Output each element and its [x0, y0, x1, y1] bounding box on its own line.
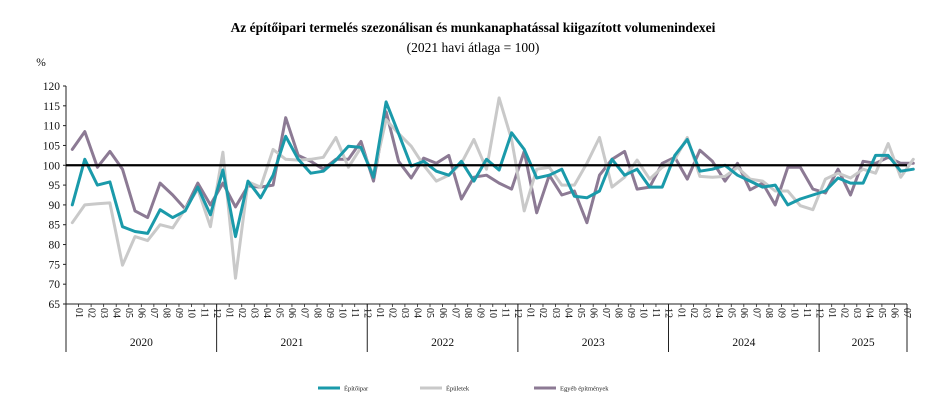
x-month-label: 02	[387, 308, 398, 318]
x-month-label: 05	[575, 308, 586, 318]
series-line	[70, 96, 915, 280]
x-month-label: 03	[399, 308, 410, 318]
y-tick-label: 90	[49, 200, 61, 212]
x-month-label: 08	[311, 308, 322, 318]
x-month-label: 02	[85, 308, 96, 318]
x-month-label: 01	[826, 308, 837, 318]
x-month-label: 08	[161, 308, 172, 318]
x-month-label: 01	[675, 308, 686, 318]
x-month-label: 09	[324, 308, 335, 318]
x-month-label: 01	[223, 308, 234, 318]
x-year-label: 2024	[732, 337, 755, 349]
x-month-label: 05	[725, 308, 736, 318]
x-month-label: 05	[876, 308, 887, 318]
y-tick-label: 115	[43, 101, 60, 113]
x-month-label: 11	[500, 308, 511, 318]
y-tick-label: 70	[49, 279, 61, 291]
x-year-label: 2023	[582, 337, 605, 349]
x-month-label: 06	[738, 308, 749, 318]
x-month-label: 04	[261, 308, 272, 318]
x-month-label: 06	[437, 308, 448, 318]
y-axis-unit: %	[36, 57, 46, 69]
x-month-label: 04	[110, 308, 121, 318]
x-month-label: 10	[186, 308, 197, 318]
x-month-label: 04	[713, 308, 724, 318]
y-tick-label: 80	[49, 240, 61, 252]
x-month-label: 05	[274, 308, 285, 318]
x-month-label: 11	[198, 308, 209, 318]
legend-label: Egyéb építmények	[560, 386, 609, 393]
x-year-label: 2021	[280, 337, 303, 349]
x-month-label: 03	[851, 308, 862, 318]
series-line	[70, 110, 915, 225]
y-tick-label: 110	[43, 121, 60, 133]
x-month-label: 04	[562, 308, 573, 318]
x-month-label: 08	[462, 308, 473, 318]
x-month-label: 05	[424, 308, 435, 318]
x-month-label: 07	[299, 308, 310, 318]
x-month-label: 11	[349, 308, 360, 318]
y-tick-label: 120	[43, 81, 61, 93]
legend-label: Építőipar	[344, 385, 369, 393]
x-month-label: 09	[173, 308, 184, 318]
x-month-label: 07	[148, 308, 159, 318]
x-month-label: 11	[650, 308, 661, 318]
y-tick-label: 105	[43, 140, 61, 152]
x-year-label: 2020	[130, 337, 153, 349]
legend: Építőipar Épületek Egyéb építmények	[318, 385, 609, 393]
x-month-label: 02	[537, 308, 548, 318]
x-month-label: 09	[625, 308, 636, 318]
y-tick-label: 85	[49, 220, 61, 232]
x-month-label: 08	[613, 308, 624, 318]
x-month-label: 06	[136, 308, 147, 318]
x-month-label: 06	[587, 308, 598, 318]
x-month-label: 10	[638, 308, 649, 318]
x-month-label: 01	[525, 308, 536, 318]
x-month-label: 07	[751, 308, 762, 318]
x-month-label: 04	[864, 308, 875, 318]
x-month-label: 09	[474, 308, 485, 318]
x-month-label: 03	[550, 308, 561, 318]
x-month-label: 02	[236, 308, 247, 318]
y-tick-label: 65	[49, 299, 61, 311]
x-month-label: 10	[788, 308, 799, 318]
x-month-label: 02	[838, 308, 849, 318]
series-layer	[66, 96, 915, 280]
x-month-label: 09	[776, 308, 787, 318]
x-month-label: 01	[374, 308, 385, 318]
x-month-label: 10	[487, 308, 498, 318]
x-month-label: 11	[801, 308, 812, 318]
x-month-label: 03	[249, 308, 260, 318]
x-month-label: 10	[336, 308, 347, 318]
x-month-label: 05	[123, 308, 134, 318]
x-month-label: 03	[700, 308, 711, 318]
x-month-label: 06	[286, 308, 297, 318]
legend-label: Épületek	[446, 385, 470, 393]
chart-title: Az építőipari termelés szezonálisan és m…	[231, 20, 716, 35]
y-tick-label: 95	[49, 180, 61, 192]
y-tick-label: 100	[43, 160, 61, 172]
chart-subtitle: (2021 havi átlaga = 100)	[407, 40, 540, 55]
x-month-label: 01	[73, 308, 84, 318]
y-tick-label: 75	[49, 259, 61, 271]
x-month-label: 06	[889, 308, 900, 318]
x-year-label: 2022	[431, 337, 454, 349]
x-month-label: 07	[600, 308, 611, 318]
x-month-label: 07	[449, 308, 460, 318]
x-month-label: 02	[688, 308, 699, 318]
x-month-label: 03	[98, 308, 109, 318]
x-month-label: 08	[763, 308, 774, 318]
x-month-label: 04	[412, 308, 423, 318]
x-year-label: 2025	[852, 337, 875, 349]
